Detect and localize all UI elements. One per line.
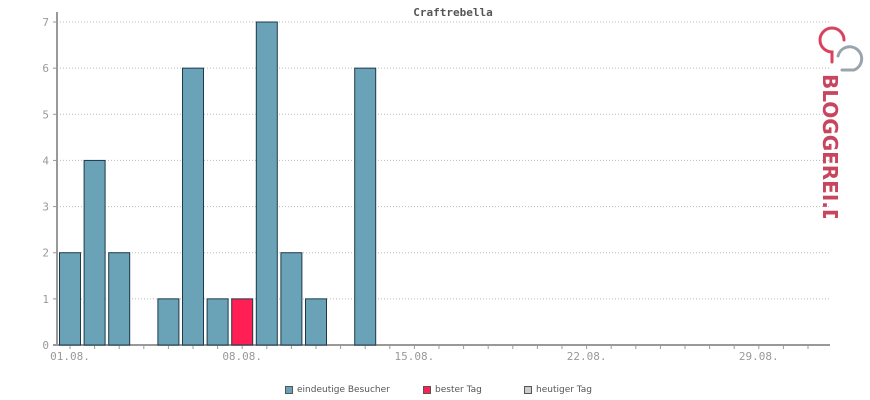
x-tick-label: 29.08. <box>739 350 779 363</box>
legend-label-best-day: bester Tag <box>435 385 482 395</box>
bar <box>280 252 303 346</box>
y-tick-label: 1 <box>42 293 49 306</box>
bar <box>206 298 229 346</box>
bar <box>354 67 377 346</box>
bar <box>83 159 106 346</box>
bloggerei-logo-icon <box>818 26 864 72</box>
legend-swatch-best-day <box>423 386 431 394</box>
bar <box>59 252 81 346</box>
x-tick-label: 01.08. <box>50 350 90 363</box>
x-tick-labels: 01.08. 08.08. 15.08. 22.08. 29.08. <box>50 350 779 363</box>
y-tick-label: 2 <box>42 247 49 260</box>
legend-swatch-today <box>524 386 532 394</box>
bloggerei-logo: BLOGGEREI.DE <box>818 26 864 218</box>
legend-label-visitors: eindeutige Besucher <box>297 385 390 395</box>
legend: eindeutige Besucher bester Tag heutiger … <box>0 385 870 399</box>
bar <box>108 252 131 346</box>
bar-best-day <box>231 298 254 346</box>
bars <box>59 21 377 346</box>
legend-swatch-visitors <box>285 386 293 394</box>
bar <box>157 298 180 346</box>
y-tick-label: 0 <box>42 339 49 352</box>
legend-item-best-day: bester Tag <box>423 385 482 395</box>
legend-label-today: heutiger Tag <box>536 385 593 395</box>
gridlines <box>57 21 830 300</box>
y-tick-labels: 0 1 2 3 4 5 6 7 <box>42 16 49 352</box>
bar <box>182 67 204 346</box>
legend-item-today: heutiger Tag <box>524 385 592 395</box>
y-tick-label: 6 <box>42 62 49 75</box>
y-tick-label: 3 <box>42 201 49 214</box>
watermark-text: BLOGGEREI.DE <box>818 74 842 218</box>
x-tick-label: 15.08. <box>395 350 435 363</box>
bar <box>255 21 278 346</box>
chart-title: Craftrebella <box>413 6 492 19</box>
y-tick-label: 4 <box>42 154 49 167</box>
y-tick-label: 5 <box>42 108 49 121</box>
legend-item-visitors: eindeutige Besucher <box>285 385 390 395</box>
y-tick-label: 7 <box>42 16 49 29</box>
x-tick-label: 08.08. <box>222 350 262 363</box>
x-tick-label: 22.08. <box>567 350 607 363</box>
bar <box>305 298 327 346</box>
